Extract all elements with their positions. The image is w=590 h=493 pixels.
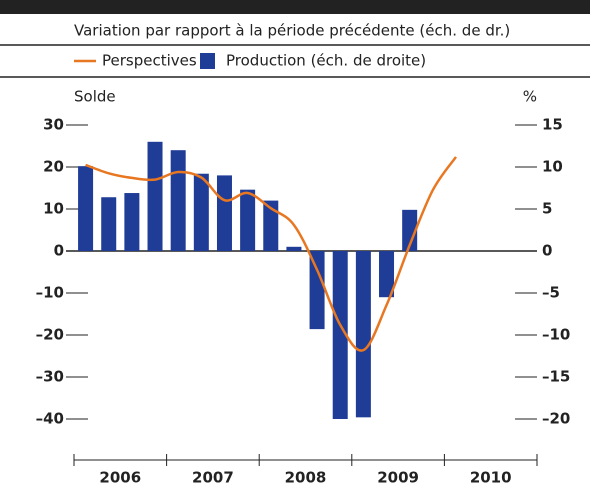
y-axis-label: Solde <box>74 88 116 106</box>
bar <box>78 166 94 251</box>
subtitle: Variation par rapport à la période précé… <box>74 22 510 40</box>
legend-swatch <box>200 53 215 69</box>
y2-tick-label: 15 <box>542 116 563 134</box>
bar <box>193 173 209 251</box>
y2-tick-label: 0 <box>542 242 552 260</box>
x-tick-label: 2006 <box>99 469 141 487</box>
bar <box>216 175 232 251</box>
y-tick-label: 30 <box>43 116 64 134</box>
bar <box>101 197 117 251</box>
bar <box>147 141 163 251</box>
bar <box>379 251 395 298</box>
y-tick-label: –10 <box>36 284 64 302</box>
y2-tick-label: 5 <box>542 200 552 218</box>
y2-tick-label: –20 <box>542 410 570 428</box>
bar <box>124 193 140 251</box>
x-tick-label: 2008 <box>285 469 327 487</box>
bar <box>332 251 348 419</box>
y-tick-label: 20 <box>43 158 64 176</box>
bar <box>286 246 302 251</box>
y-tick-label: 0 <box>54 242 64 260</box>
y-tick-label: –40 <box>36 410 64 428</box>
x-tick-label: 2009 <box>377 469 419 487</box>
bar <box>170 150 186 251</box>
line <box>85 156 457 352</box>
bar <box>309 251 325 330</box>
y2-tick-label: –15 <box>542 368 570 386</box>
y2-tick-label: –5 <box>542 284 560 302</box>
x-tick-label: 2007 <box>192 469 234 487</box>
bar <box>240 189 256 251</box>
y-tick-label: 10 <box>43 200 64 218</box>
legend-label: Production (éch. de droite) <box>226 52 426 70</box>
top-bar <box>0 0 590 14</box>
x-tick-label: 2010 <box>470 469 512 487</box>
bar <box>263 200 279 251</box>
y-tick-label: –20 <box>36 326 64 344</box>
legend-label: Perspectives <box>102 52 197 70</box>
bar <box>355 251 371 418</box>
y-tick-label: –30 <box>36 368 64 386</box>
y2-tick-label: 10 <box>542 158 563 176</box>
y2-axis-label: % <box>523 88 537 106</box>
bar <box>402 209 418 251</box>
y2-tick-label: –10 <box>542 326 570 344</box>
